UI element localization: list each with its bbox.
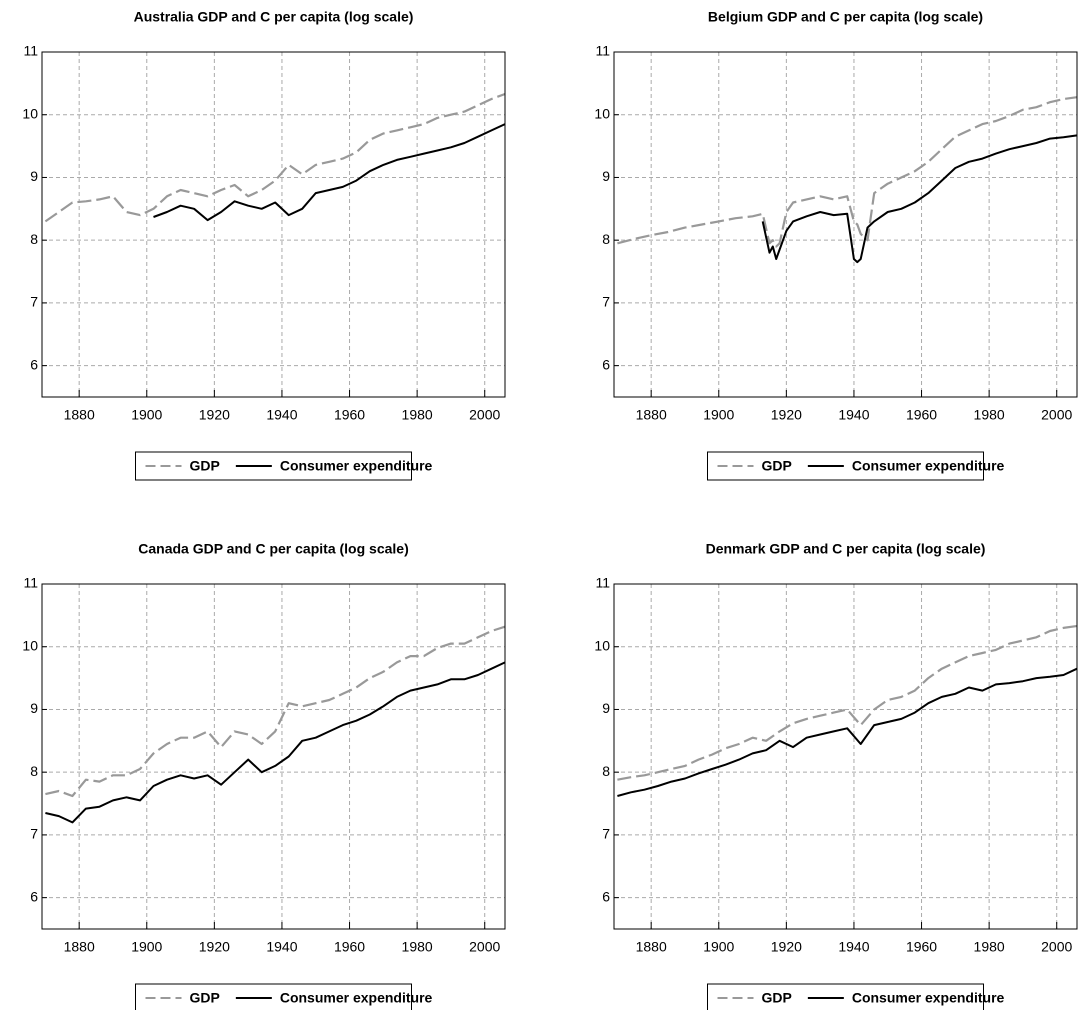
plot-frame (41, 51, 506, 398)
series-line (153, 123, 506, 222)
legend-label: GDP (762, 990, 792, 1006)
x-tick-label: 1940 (838, 407, 869, 423)
y-tick-label: 6 (30, 356, 38, 372)
x-tick-label: 2000 (469, 939, 500, 955)
x-tick-label: 1900 (131, 939, 162, 955)
x-tick-label: 1980 (402, 939, 433, 955)
x-tick-label: 1900 (703, 407, 734, 423)
y-tick-label: 11 (595, 575, 610, 591)
chart-title: Belgium GDP and C per capita (log scale) (708, 9, 983, 25)
series-line (617, 96, 1078, 248)
x-tick-label: 1940 (838, 939, 869, 955)
x-tick-label: 2000 (1041, 939, 1072, 955)
y-tick-label: 8 (30, 763, 38, 779)
y-tick-label: 11 (23, 575, 38, 591)
y-tick-label: 9 (30, 700, 38, 716)
x-tick-label: 1980 (974, 407, 1005, 423)
y-tick-label: 7 (602, 826, 610, 842)
x-tick-label: 1880 (64, 939, 95, 955)
legend-label: GDP (190, 458, 220, 474)
legend-label: GDP (190, 990, 220, 1006)
y-tick-label: 8 (602, 763, 610, 779)
y-tick-label: 10 (594, 105, 610, 121)
x-tick-label: 1940 (266, 407, 297, 423)
y-tick-label: 9 (602, 168, 610, 184)
y-tick-label: 7 (602, 294, 610, 310)
x-tick-label: 1980 (974, 939, 1005, 955)
x-tick-label: 1920 (771, 939, 802, 955)
y-tick-label: 8 (602, 231, 610, 247)
y-tick-label: 9 (602, 700, 610, 716)
chart-title: Canada GDP and C per capita (log scale) (138, 541, 408, 557)
y-tick-label: 8 (30, 231, 38, 247)
x-tick-label: 2000 (1041, 407, 1072, 423)
y-tick-label: 10 (22, 637, 38, 653)
x-tick-label: 1960 (334, 939, 365, 955)
y-tick-label: 6 (602, 888, 610, 904)
x-tick-label: 1960 (906, 939, 937, 955)
x-tick-label: 1880 (636, 939, 667, 955)
y-tick-label: 7 (30, 294, 38, 310)
plot-frame (613, 583, 1078, 930)
series-line (617, 667, 1078, 797)
x-tick-label: 1920 (199, 939, 230, 955)
plot-frame (41, 583, 506, 930)
legend-label: Consumer expenditure (852, 458, 1005, 474)
x-tick-label: 1900 (703, 939, 734, 955)
series-line (45, 661, 506, 824)
y-tick-label: 10 (22, 105, 38, 121)
y-tick-label: 6 (602, 356, 610, 372)
x-tick-label: 1980 (402, 407, 433, 423)
legend-label: Consumer expenditure (280, 458, 433, 474)
x-tick-label: 1920 (771, 407, 802, 423)
x-tick-label: 1960 (334, 407, 365, 423)
x-tick-label: 2000 (469, 407, 500, 423)
legend-label: Consumer expenditure (852, 990, 1005, 1006)
series-line (45, 625, 506, 798)
x-tick-label: 1920 (199, 407, 230, 423)
y-tick-label: 10 (594, 637, 610, 653)
x-tick-label: 1940 (266, 939, 297, 955)
y-tick-label: 11 (23, 43, 38, 59)
legend-label: GDP (762, 458, 792, 474)
series-line (761, 134, 1078, 264)
y-tick-label: 9 (30, 168, 38, 184)
x-tick-label: 1880 (636, 407, 667, 423)
y-tick-label: 7 (30, 826, 38, 842)
x-tick-label: 1960 (906, 407, 937, 423)
y-tick-label: 11 (595, 43, 610, 59)
x-tick-label: 1900 (131, 407, 162, 423)
series-line (617, 624, 1078, 781)
plot-frame (613, 51, 1078, 398)
x-tick-label: 1880 (64, 407, 95, 423)
y-tick-label: 6 (30, 888, 38, 904)
chart-title: Australia GDP and C per capita (log scal… (134, 9, 414, 25)
series-line (44, 92, 506, 223)
chart-title: Denmark GDP and C per capita (log scale) (706, 541, 986, 557)
legend-label: Consumer expenditure (280, 990, 433, 1006)
